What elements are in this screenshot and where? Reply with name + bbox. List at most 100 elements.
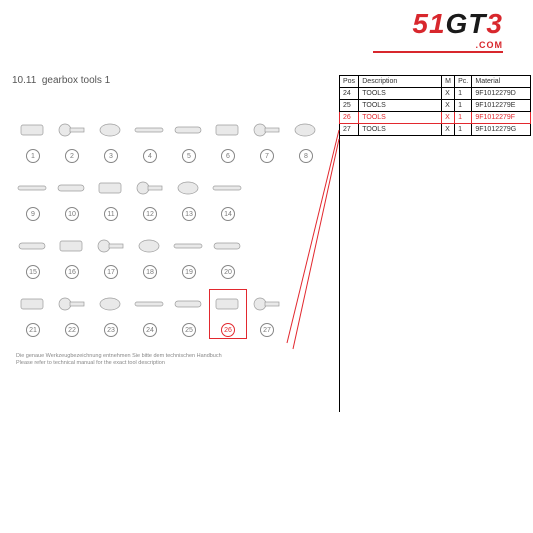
- tool-icon: [16, 291, 48, 317]
- th-m: M: [442, 76, 455, 88]
- diagram-item-1: 1: [16, 117, 50, 163]
- tool-icon: [55, 291, 87, 317]
- item-number: 19: [182, 265, 196, 279]
- item-number: 13: [182, 207, 196, 221]
- diagram-row: 21 22 23 24 25 26 27: [12, 291, 327, 337]
- diagram-item-5: 5: [172, 117, 206, 163]
- table-row: 26TOOLSX19F1012279F: [340, 112, 531, 124]
- th-pos: Pos: [340, 76, 359, 88]
- diagram-row: 12345678: [12, 117, 327, 163]
- diagram-item-11: 11: [94, 175, 128, 221]
- logo-suffix: 3: [486, 8, 503, 39]
- footnote: Die genaue Werkzeugbezeichnung entnehmen…: [16, 353, 222, 367]
- tool-icon: [94, 175, 126, 201]
- item-number: 26: [221, 323, 235, 337]
- tool-icon: [55, 233, 87, 259]
- item-number: 12: [143, 207, 157, 221]
- diagram-item-20: 20: [211, 233, 245, 279]
- cell-desc: TOOLS: [359, 124, 442, 136]
- tool-icon: [133, 291, 165, 317]
- cell-mat: 9F1012279E: [472, 100, 531, 112]
- cell-m: X: [442, 124, 455, 136]
- diagram-item-4: 4: [133, 117, 167, 163]
- cell-pos: 25: [340, 100, 359, 112]
- cell-mat: 9F1012279G: [472, 124, 531, 136]
- tool-icon: [211, 117, 243, 143]
- item-number: 25: [182, 323, 196, 337]
- logo-sub: .COM: [476, 40, 504, 50]
- parts-diagram: 1234567891011121314151617181920212223242…: [12, 117, 327, 377]
- cell-desc: TOOLS: [359, 100, 442, 112]
- parts-table: Pos Description M Pc. Material 24TOOLSX1…: [339, 75, 531, 136]
- diagram-item-27: 27: [250, 291, 284, 337]
- th-pc: Pc.: [455, 76, 472, 88]
- diagram-item-19: 19: [172, 233, 206, 279]
- section-name: gearbox tools 1: [42, 75, 110, 86]
- th-mat: Material: [472, 76, 531, 88]
- cell-pos: 24: [340, 88, 359, 100]
- cell-m: X: [442, 100, 455, 112]
- tool-icon: [55, 175, 87, 201]
- item-number: 27: [260, 323, 274, 337]
- item-number: 15: [26, 265, 40, 279]
- brand-logo: 51GT3: [412, 8, 503, 40]
- item-number: 11: [104, 207, 118, 221]
- item-number: 21: [26, 323, 40, 337]
- content: 10.11 gearbox tools 1 123456789101112131…: [12, 75, 522, 445]
- diagram-item-10: 10: [55, 175, 89, 221]
- item-number: 2: [65, 149, 79, 163]
- item-number: 6: [221, 149, 235, 163]
- table-header-row: Pos Description M Pc. Material: [340, 76, 531, 88]
- tool-icon: [55, 117, 87, 143]
- logo-mid: GT: [446, 8, 487, 39]
- tool-icon: [94, 233, 126, 259]
- table-row: 24TOOLSX19F1012279D: [340, 88, 531, 100]
- cell-pos: 26: [340, 112, 359, 124]
- diagram-item-23: 23: [94, 291, 128, 337]
- tool-icon: [133, 175, 165, 201]
- cell-desc: TOOLS: [359, 112, 442, 124]
- diagram-item-12: 12: [133, 175, 167, 221]
- tool-icon: [172, 175, 204, 201]
- tool-icon: [133, 117, 165, 143]
- tool-icon: [94, 117, 126, 143]
- tool-icon: [133, 233, 165, 259]
- item-number: 24: [143, 323, 157, 337]
- th-desc: Description: [359, 76, 442, 88]
- section-number: 10.11: [12, 75, 36, 86]
- tool-icon: [211, 175, 243, 201]
- table-row: 27TOOLSX19F1012279G: [340, 124, 531, 136]
- diagram-item-17: 17: [94, 233, 128, 279]
- diagram-item-2: 2: [55, 117, 89, 163]
- cell-m: X: [442, 88, 455, 100]
- item-number: 3: [104, 149, 118, 163]
- item-number: 18: [143, 265, 157, 279]
- item-number: 23: [104, 323, 118, 337]
- diagram-item-16: 16: [55, 233, 89, 279]
- diagram-item-14: 14: [211, 175, 245, 221]
- tool-icon: [289, 117, 321, 143]
- cell-pc: 1: [455, 112, 472, 124]
- diagram-item-24: 24: [133, 291, 167, 337]
- diagram-item-13: 13: [172, 175, 206, 221]
- item-number: 10: [65, 207, 79, 221]
- cell-pc: 1: [455, 124, 472, 136]
- item-number: 5: [182, 149, 196, 163]
- cell-desc: TOOLS: [359, 88, 442, 100]
- diagram-item-21: 21: [16, 291, 50, 337]
- cell-pos: 27: [340, 124, 359, 136]
- footnote-de: Die genaue Werkzeugbezeichnung entnehmen…: [16, 353, 222, 360]
- footnote-en: Please refer to technical manual for the…: [16, 360, 222, 367]
- diagram-item-18: 18: [133, 233, 167, 279]
- table-row: 25TOOLSX19F1012279E: [340, 100, 531, 112]
- item-number: 1: [26, 149, 40, 163]
- cell-mat: 9F1012279D: [472, 88, 531, 100]
- diagram-item-9: 9: [16, 175, 50, 221]
- logo-underline: [373, 51, 503, 53]
- diagram-row: 9 10 11 12 13 14: [12, 175, 327, 221]
- item-number: 20: [221, 265, 235, 279]
- tool-icon: [172, 233, 204, 259]
- cell-pc: 1: [455, 88, 472, 100]
- cell-pc: 1: [455, 100, 472, 112]
- item-number: 22: [65, 323, 79, 337]
